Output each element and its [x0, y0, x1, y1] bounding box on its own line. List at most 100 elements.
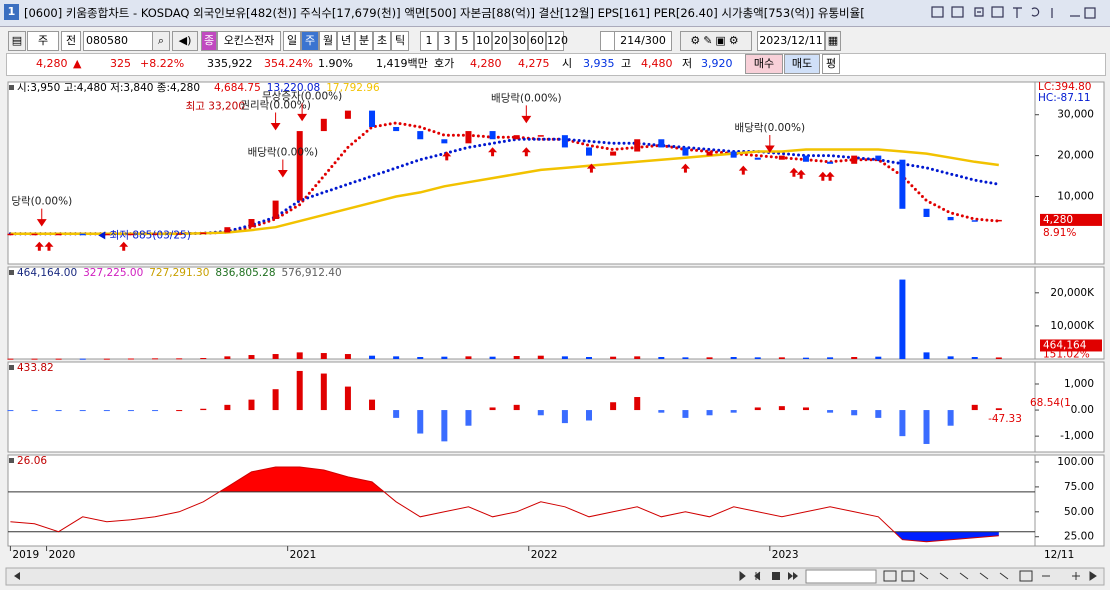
axis-panel: [1034, 454, 1105, 547]
candle: [851, 155, 858, 164]
candle: [634, 139, 641, 152]
bar: [827, 410, 834, 413]
bar: [947, 410, 954, 426]
bar: [320, 373, 327, 411]
y-tick-label: 50.00: [1064, 506, 1094, 518]
value-label: 68.54(1: [1030, 397, 1071, 409]
window-buttons[interactable]: [930, 4, 1105, 22]
candle: [344, 110, 351, 119]
bar: [344, 354, 351, 359]
annotation: 최저 885(03/25): [110, 229, 191, 241]
minutes-button[interactable]: 10: [474, 31, 492, 51]
scrollbar[interactable]: [0, 565, 1110, 590]
minutes-button[interactable]: 20: [492, 31, 510, 51]
bar: [465, 410, 472, 426]
bar: [79, 410, 86, 412]
bar: [634, 356, 641, 359]
signal-arrow: [488, 147, 498, 157]
y-tick-label: 75.00: [1064, 481, 1094, 493]
ask: 4,280: [470, 57, 502, 70]
code-input[interactable]: 080580: [83, 31, 153, 51]
mode[interactable]: 전: [61, 31, 81, 51]
periods-button[interactable]: 틱: [391, 31, 409, 51]
sell-button[interactable]: 매도: [784, 54, 820, 74]
bar: [586, 410, 593, 421]
minutes-button[interactable]: 5: [456, 31, 474, 51]
bar: [561, 356, 568, 359]
date-input[interactable]: 2023/12/11: [757, 31, 825, 51]
avg-button[interactable]: 평: [822, 54, 840, 74]
bar: [971, 357, 978, 359]
periods-button[interactable]: 초: [373, 31, 391, 51]
minutes-button[interactable]: 1: [420, 31, 438, 51]
axis-panel: [1034, 81, 1105, 265]
bar: [706, 357, 713, 359]
bar: [802, 357, 809, 359]
legend: 26.06: [17, 455, 47, 467]
candle: [103, 233, 110, 236]
signal-arrow: [442, 151, 452, 161]
signal-arrow: [34, 241, 44, 251]
calendar-button[interactable]: ▦: [825, 31, 841, 51]
candle: [369, 110, 376, 127]
last-volume-rate: 151.02%: [1043, 348, 1090, 360]
candle: [995, 219, 1002, 222]
legend-entry: 576,912.40: [282, 267, 342, 279]
bar: [79, 358, 86, 360]
candle: [127, 233, 134, 236]
y-tick-label: 100.00: [1057, 456, 1094, 468]
signal-arrow: [738, 165, 748, 175]
minutes-button[interactable]: 60: [528, 31, 546, 51]
signal-arrow: [680, 163, 690, 173]
signal-arrow: [44, 241, 54, 251]
signal-arrow: [818, 171, 828, 181]
menu-icon[interactable]: ▤: [8, 31, 26, 51]
low-arrow: [98, 231, 106, 240]
event-arrow: [764, 135, 775, 153]
y-tick-label: 25.00: [1064, 531, 1094, 543]
legend-entry: 464,164.00: [17, 267, 77, 279]
overbought-fill: [10, 467, 999, 492]
candle: [465, 131, 472, 144]
search-button[interactable]: ⌕: [152, 31, 170, 51]
periods-button[interactable]: 분: [355, 31, 373, 51]
bar: [658, 410, 665, 413]
bar: [923, 352, 930, 359]
candle: [152, 233, 159, 236]
volume: 335,922: [207, 57, 253, 70]
y-tick-label: 1,000: [1064, 378, 1094, 390]
legend-entry: 727,291.30: [149, 267, 209, 279]
candle: [200, 232, 207, 235]
tool-icons[interactable]: ⚙✎▣⚙: [680, 31, 752, 51]
buy-button[interactable]: 매수: [745, 54, 783, 74]
y-tick-label: -1,000: [1060, 430, 1094, 442]
bar: [369, 399, 376, 411]
bar: [369, 355, 376, 359]
minutes-button[interactable]: 120: [546, 31, 568, 51]
data-count[interactable]: 214/300: [614, 31, 672, 51]
price: 4,280: [36, 57, 68, 70]
bar: [754, 407, 761, 411]
signal-arrow: [521, 147, 531, 157]
period-type[interactable]: 주: [27, 31, 59, 51]
x-tick-label: 2019: [12, 549, 39, 561]
periods-button[interactable]: 일: [283, 31, 301, 51]
stock-kind[interactable]: 종: [201, 31, 217, 51]
sound-button[interactable]: ◀): [172, 31, 198, 51]
minutes-button[interactable]: 3: [438, 31, 456, 51]
amount: 1,419백만: [376, 57, 428, 70]
bar: [778, 357, 785, 359]
bar: [224, 404, 231, 411]
bar: [513, 404, 520, 411]
periods-button[interactable]: 년: [337, 31, 355, 51]
bar: [272, 389, 279, 411]
ask-label: 호가: [434, 57, 455, 70]
y-tick-label: 10,000K: [1050, 320, 1095, 332]
periods-button[interactable]: 월: [319, 31, 337, 51]
bar: [441, 410, 448, 442]
panel: [7, 266, 1036, 360]
periods-button[interactable]: 주: [301, 31, 319, 51]
candle: [754, 157, 761, 160]
minutes-button[interactable]: 30: [510, 31, 528, 51]
